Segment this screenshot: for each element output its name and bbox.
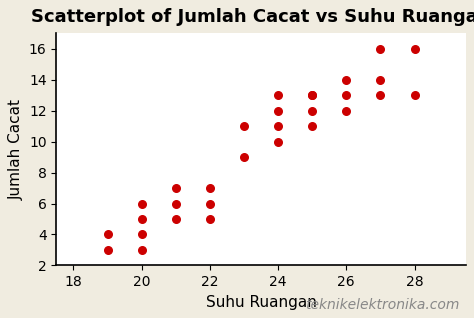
Point [138, 201, 146, 206]
Point [309, 93, 316, 98]
Point [309, 93, 316, 98]
Point [172, 201, 180, 206]
Point [138, 247, 146, 252]
Point [206, 201, 214, 206]
Y-axis label: Jumlah Cacat: Jumlah Cacat [9, 99, 23, 200]
Point [240, 155, 248, 160]
Point [274, 108, 282, 113]
Point [138, 217, 146, 222]
Point [172, 185, 180, 190]
Point [377, 93, 384, 98]
X-axis label: Suhu Ruangan: Suhu Ruangan [206, 295, 317, 310]
Point [309, 108, 316, 113]
Point [309, 124, 316, 129]
Point [206, 185, 214, 190]
Point [138, 232, 146, 237]
Point [410, 93, 418, 98]
Text: teknikelektronika.com: teknikelektronika.com [305, 298, 460, 312]
Point [240, 124, 248, 129]
Point [172, 217, 180, 222]
Point [343, 108, 350, 113]
Title: Scatterplot of Jumlah Cacat vs Suhu Ruangan: Scatterplot of Jumlah Cacat vs Suhu Ruan… [31, 8, 474, 26]
Point [377, 46, 384, 52]
Point [377, 77, 384, 82]
Point [104, 232, 111, 237]
Point [410, 46, 418, 52]
Point [274, 139, 282, 144]
Point [343, 93, 350, 98]
Point [274, 93, 282, 98]
Point [104, 247, 111, 252]
Point [274, 124, 282, 129]
Point [206, 217, 214, 222]
Point [343, 77, 350, 82]
